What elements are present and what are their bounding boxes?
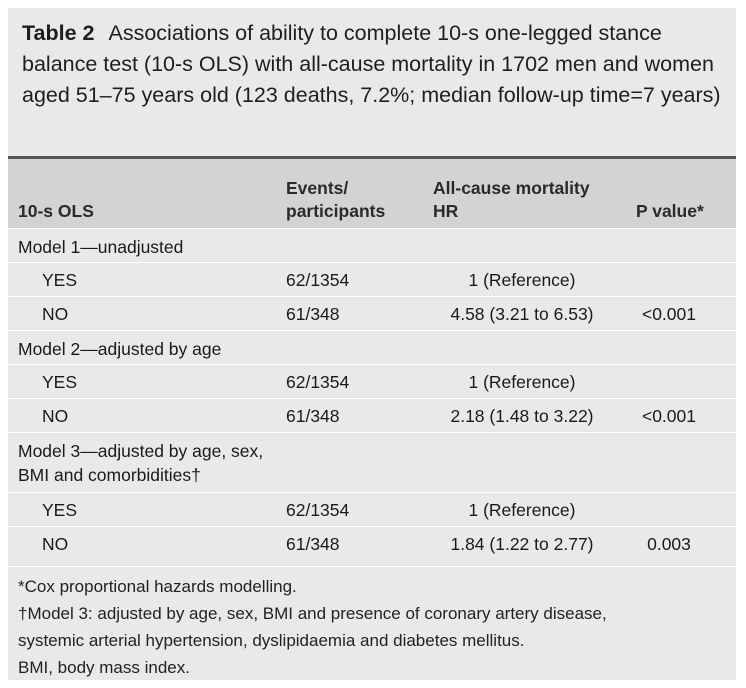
table-body: Model 1—unadjusted YES 62/1354 1 (Refere… xyxy=(8,228,736,560)
table-row: NO 61/348 1.84 (1.22 to 2.77) 0.003 xyxy=(8,526,736,560)
model-2-row: Model 2—adjusted by age xyxy=(8,330,736,364)
row-p: <0.001 xyxy=(641,304,696,324)
table-header: 10-s OLS Events/ participants All-cause … xyxy=(8,156,736,228)
row-hr: 1 (Reference) xyxy=(468,270,576,290)
table-row: YES 62/1354 1 (Reference) xyxy=(8,262,736,296)
header-events-line2: participants xyxy=(286,201,386,221)
row-events: 62/1354 xyxy=(286,372,350,392)
model-title: Model 1—unadjusted xyxy=(18,237,184,257)
table-row: YES 62/1354 1 (Reference) xyxy=(8,364,736,398)
header-label: 10-s OLS xyxy=(18,201,94,221)
row-label: NO xyxy=(42,406,69,426)
row-hr: 1 (Reference) xyxy=(468,500,576,520)
row-label: YES xyxy=(42,372,78,392)
model-3-row: Model 3—adjusted by age, sex, BMI and co… xyxy=(8,432,736,492)
row-label: YES xyxy=(42,270,78,290)
row-events: 61/348 xyxy=(286,304,340,324)
model-1-row: Model 1—unadjusted xyxy=(8,228,736,262)
row-events: 61/348 xyxy=(286,534,340,554)
row-p: 0.003 xyxy=(647,534,691,554)
row-events: 61/348 xyxy=(286,406,340,426)
footnote: †Model 3: adjusted by age, sex, BMI and … xyxy=(18,604,607,623)
footnote: systemic arterial hypertension, dyslipid… xyxy=(18,631,525,650)
row-label: YES xyxy=(42,500,78,520)
footnote: *Cox proportional hazards modelling. xyxy=(18,577,297,596)
row-hr: 1.84 (1.22 to 2.77) xyxy=(450,534,594,554)
row-hr: 1 (Reference) xyxy=(468,372,576,392)
row-hr: 4.58 (3.21 to 6.53) xyxy=(450,304,594,324)
row-label: NO xyxy=(42,534,69,554)
row-events: 62/1354 xyxy=(286,270,350,290)
table-row: NO 61/348 4.58 (3.21 to 6.53) <0.001 xyxy=(8,296,736,330)
model-title: Model 3—adjusted by age, sex, BMI and co… xyxy=(18,441,264,485)
header-events-line1: Events/ xyxy=(286,178,349,198)
table-caption: Table 2 Associations of ability to comple… xyxy=(8,8,736,154)
header-hr: All-cause mortality HR xyxy=(433,177,590,223)
row-label: NO xyxy=(42,304,69,324)
model-title: Model 2—adjusted by age xyxy=(18,339,222,359)
header-p: P value* xyxy=(636,201,704,221)
footnote: BMI, body mass index. xyxy=(18,658,190,677)
table-number: Table 2 xyxy=(22,21,95,45)
caption-text: Associations of ability to complete 10-s… xyxy=(22,21,721,107)
row-hr: 2.18 (1.48 to 3.22) xyxy=(450,406,594,426)
table-footnotes: *Cox proportional hazards modelling. †Mo… xyxy=(8,566,736,681)
header-hr-line2: HR xyxy=(433,201,459,221)
row-p: <0.001 xyxy=(641,406,696,426)
header-hr-line1: All-cause mortality xyxy=(433,178,590,198)
table-row: YES 62/1354 1 (Reference) xyxy=(8,492,736,526)
table-container: Table 2 Associations of ability to comple… xyxy=(8,8,736,680)
row-events: 62/1354 xyxy=(286,500,350,520)
header-events: Events/ participants xyxy=(286,177,385,223)
table-row: NO 61/348 2.18 (1.48 to 3.22) <0.001 xyxy=(8,398,736,432)
